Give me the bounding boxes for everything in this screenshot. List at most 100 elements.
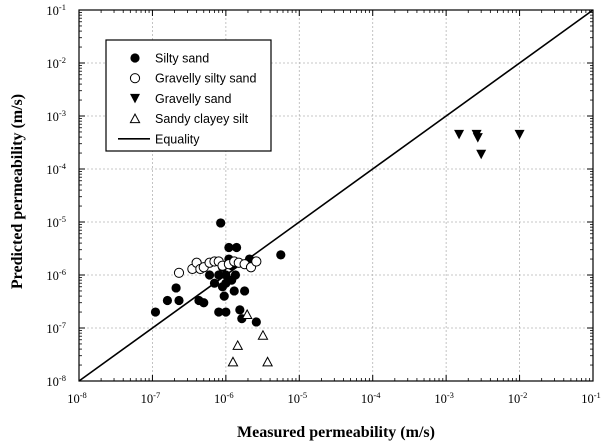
gravelly-silty-sand-point: [173, 267, 185, 278]
x-tick-exponent: -8: [80, 390, 87, 400]
silty-sand-point: [171, 283, 181, 293]
y-axis-title: Predicted permeability (m/s): [9, 94, 26, 289]
legend-label: Silty sand: [155, 52, 209, 66]
x-tick-exponent: -2: [520, 390, 527, 400]
sandy-clayey-silt-point: [241, 308, 253, 319]
legend-label: Gravelly silty sand: [155, 72, 256, 86]
gravelly-sand-series: [454, 129, 525, 160]
legend-label: Gravelly sand: [155, 92, 231, 106]
x-tick-exponent: -3: [447, 390, 454, 400]
x-tick-exponent: -4: [373, 390, 381, 400]
y-tick-label: 10-2: [46, 55, 66, 71]
x-tick-exponent: -5: [300, 390, 307, 400]
silty-sand-point: [162, 295, 173, 306]
sandy-clayey-silt-point: [257, 329, 269, 340]
silty-sand-point: [204, 270, 215, 280]
x-tick-base: 10: [67, 392, 80, 406]
silty-sand-point: [219, 291, 229, 301]
gravelly-silty-sand-series: [173, 256, 262, 278]
x-tick-label: 10-4: [361, 390, 381, 406]
data-layer: [78, 9, 594, 382]
legend-marker: [129, 73, 141, 84]
y-tick-base: 10: [46, 163, 59, 177]
x-tick-exponent: -1: [594, 390, 601, 400]
legend: Silty sand Gravelly silty sand Gravelly sa…: [105, 39, 272, 152]
plot-frame: [78, 9, 594, 382]
silty-sand-point: [214, 270, 224, 280]
y-tick-base: 10: [46, 4, 59, 18]
y-tick-base: 10: [46, 57, 59, 71]
y-tick-base: 10: [46, 216, 59, 230]
y-tick-label: 10-7: [46, 320, 66, 336]
silty-sand-point: [230, 270, 241, 280]
legend-marker: [130, 53, 140, 63]
x-axis-title: Measured permeability (m/s): [237, 424, 435, 441]
x-tick-label: 10-7: [141, 390, 161, 406]
gravelly-sand-point: [472, 133, 483, 143]
x-tick-exponent: -6: [227, 390, 234, 400]
legend-items: Silty sand Gravelly silty sand Gravelly sa…: [118, 52, 256, 146]
y-tick-label: 10-3: [46, 108, 66, 124]
silty-sand-point: [240, 286, 250, 296]
gravelly-sand-point: [476, 149, 487, 160]
y-tick-base: 10: [46, 322, 59, 336]
silty-sand-series: [150, 218, 286, 327]
y-tick-exponent: -8: [59, 373, 66, 383]
silty-sand-point: [235, 305, 245, 315]
y-tick-exponent: -2: [59, 55, 66, 65]
y-tick-exponent: -3: [59, 108, 66, 118]
legend-label: Sandy clayey silt: [155, 112, 249, 126]
silty-sand-point: [251, 317, 261, 327]
x-tick-label: 10-6: [214, 390, 234, 406]
x-tick-base: 10: [508, 392, 521, 406]
sandy-clayey-silt-point: [232, 339, 244, 350]
y-tick-label: 10-5: [46, 214, 66, 230]
y-tick-base: 10: [46, 110, 59, 124]
sandy-clayey-silt-point: [262, 356, 274, 367]
y-tick-label: 10-1: [46, 2, 66, 18]
y-tick-exponent: -5: [59, 214, 66, 224]
y-tick-base: 10: [46, 375, 59, 389]
gravelly-sand-point: [454, 129, 465, 140]
x-tick-base: 10: [581, 392, 594, 406]
x-tick-label: 10-8: [67, 390, 87, 406]
silty-sand-point: [214, 307, 224, 317]
silty-sand-point: [229, 286, 239, 296]
sandy-clayey-silt-point: [227, 356, 239, 367]
gravelly-sand-point: [514, 129, 525, 140]
y-tick-exponent: -1: [59, 2, 66, 12]
x-tick-base: 10: [214, 392, 227, 406]
equality-line: [78, 9, 594, 382]
legend-label: Equality: [155, 132, 200, 146]
silty-sand-point: [224, 242, 234, 253]
silty-sand-point: [150, 307, 161, 317]
y-tick-label: 10-4: [46, 161, 66, 177]
silty-sand-point: [209, 278, 220, 288]
silty-sand-point: [221, 307, 231, 317]
x-tick-label: 10-1: [581, 390, 601, 406]
legend-marker: [129, 113, 141, 124]
y-tick-exponent: -4: [59, 161, 67, 171]
silty-sand-point: [216, 218, 226, 228]
axis-ticks: 10-8 10-7 10-6 10-5 10-4 10-3 10-2 10-110-810-7…: [46, 2, 600, 406]
x-tick-exponent: -7: [153, 390, 160, 400]
x-tick-base: 10: [361, 392, 374, 406]
y-tick-exponent: -6: [59, 267, 66, 277]
silty-sand-point: [174, 295, 184, 306]
x-tick-base: 10: [141, 392, 154, 406]
y-tick-base: 10: [46, 269, 59, 283]
silty-sand-point: [199, 298, 209, 308]
y-tick-label: 10-6: [46, 267, 66, 283]
x-tick-base: 10: [287, 392, 300, 406]
x-tick-label: 10-5: [287, 390, 307, 406]
x-tick-base: 10: [434, 392, 447, 406]
y-tick-label: 10-8: [46, 373, 66, 389]
legend-marker: [130, 93, 140, 104]
x-tick-label: 10-2: [508, 390, 528, 406]
silty-sand-point: [221, 278, 231, 288]
silty-sand-point: [276, 250, 286, 260]
x-tick-label: 10-3: [434, 390, 454, 406]
silty-sand-point: [231, 242, 242, 253]
sandy-clayey-silt-series: [227, 308, 274, 367]
